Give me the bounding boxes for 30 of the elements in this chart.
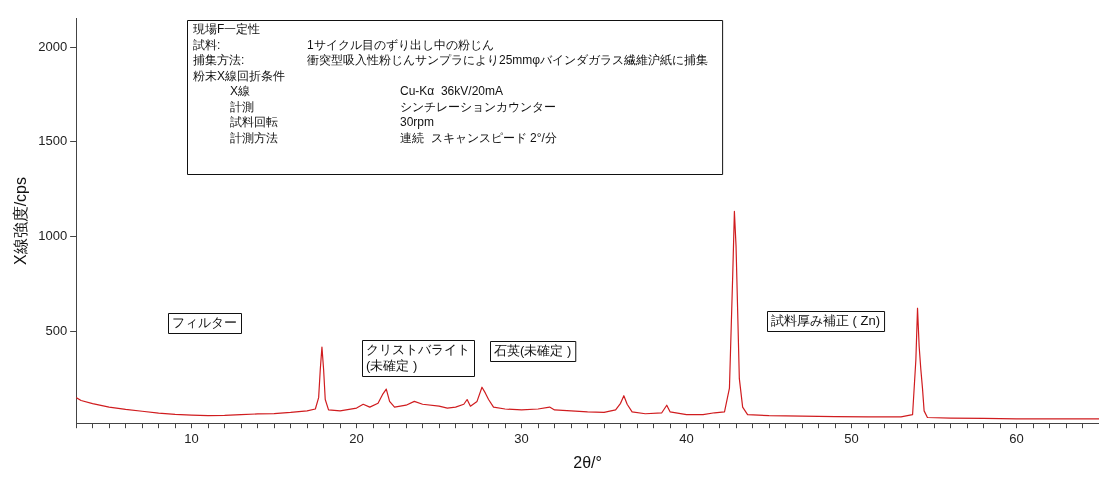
annotation: 1サイクル目のずり出し中の粉じん bbox=[307, 37, 494, 52]
annotation: シンチレーションカウンター bbox=[400, 99, 556, 114]
annotation: 30rpm bbox=[400, 115, 435, 130]
annotation: 連続 スキャンスピード 2°/分 bbox=[400, 130, 557, 145]
y-axis-title: X線強度/cps bbox=[12, 176, 30, 266]
annotation: フィルター bbox=[172, 314, 237, 330]
annotation: 粉末X線回折条件 bbox=[193, 68, 286, 83]
x-tick-label: 40 bbox=[679, 430, 694, 446]
y-tick-label: 2000 bbox=[38, 38, 68, 54]
annotation: 計測方法 bbox=[230, 130, 278, 145]
annotation: 捕集方法: bbox=[193, 53, 245, 68]
annotation: 試料厚み補正 ( Zn) bbox=[771, 312, 881, 328]
annotation: 衝突型吸入性粉じんサンプラにより25mmφバインダガラス繊維沪紙に捕集 bbox=[307, 53, 709, 68]
x-tick-label: 30 bbox=[514, 430, 529, 446]
annotation: Cu-Kα 36kV/20mA bbox=[400, 84, 503, 99]
annotation: クリストバライト (未確定 ) bbox=[366, 341, 470, 373]
x-tick-label: 10 bbox=[184, 430, 199, 446]
annotation: 計測 bbox=[230, 99, 254, 114]
annotation: 試料回転 bbox=[230, 115, 278, 130]
x-tick-label: 50 bbox=[844, 430, 859, 446]
x-tick-label: 60 bbox=[1009, 430, 1024, 446]
annotation: 現場F一定性 bbox=[193, 22, 261, 37]
x-axis-title: 2θ/° bbox=[573, 453, 602, 471]
annotation: X線 bbox=[230, 84, 251, 99]
y-tick-label: 500 bbox=[45, 322, 68, 338]
y-tick-label: 1000 bbox=[38, 228, 68, 244]
annotation: 石英(未確定 ) bbox=[494, 342, 572, 358]
y-tick-label: 1500 bbox=[38, 133, 68, 149]
annotation: 試料: bbox=[193, 37, 221, 52]
x-tick-label: 20 bbox=[349, 430, 364, 446]
